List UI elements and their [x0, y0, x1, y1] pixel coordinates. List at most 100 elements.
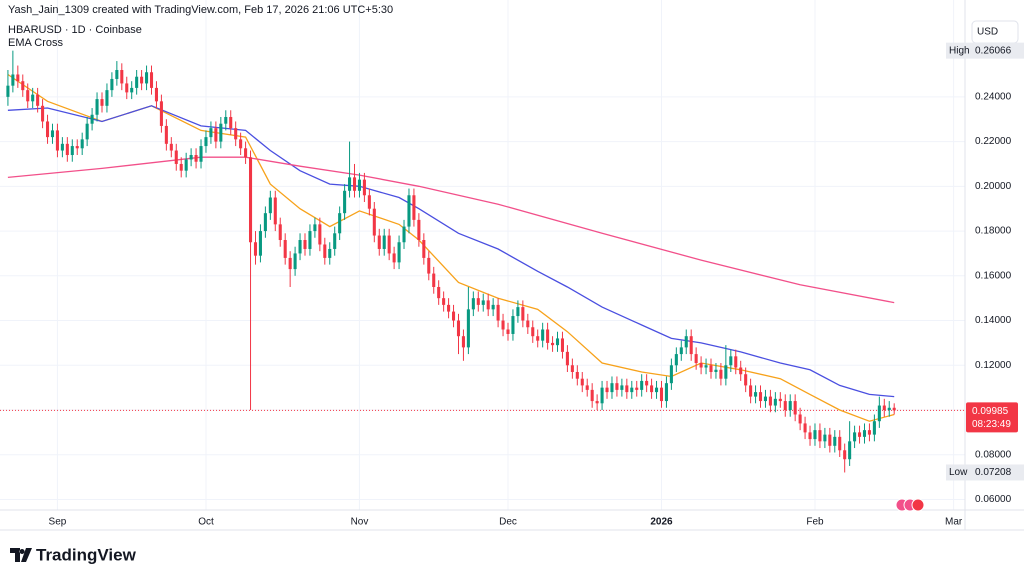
- candle-body: [145, 72, 149, 84]
- candle-body: [659, 387, 664, 402]
- candle-body: [511, 316, 515, 334]
- candle-body: [734, 356, 738, 368]
- candle-body: [338, 213, 342, 234]
- candle-body: [115, 70, 119, 79]
- y-tick-label: 0.18000: [975, 226, 1012, 237]
- candle-body: [333, 233, 337, 249]
- candle-body: [739, 367, 743, 375]
- candle-body: [352, 177, 357, 191]
- candle-body: [590, 389, 594, 402]
- candle-body: [496, 304, 500, 321]
- x-tick-label: Dec: [499, 517, 517, 528]
- candle-body: [531, 327, 535, 337]
- candle-body: [392, 253, 396, 263]
- y-tick-label: 0.06000: [975, 494, 1012, 505]
- candle-body: [486, 300, 490, 310]
- candle-body: [298, 240, 302, 254]
- candle-body: [877, 405, 881, 422]
- candle-body: [154, 87, 158, 102]
- candle-body: [90, 114, 94, 124]
- candle-body: [655, 387, 659, 393]
- y-tick-label: 0.24000: [975, 91, 1012, 102]
- candle-body: [551, 342, 555, 346]
- ema-line: [7, 156, 895, 304]
- candle-body: [674, 354, 678, 366]
- candle-body: [382, 235, 386, 249]
- candle-body: [803, 423, 807, 433]
- candle-body: [694, 354, 698, 364]
- candle-body: [105, 90, 109, 106]
- candle-body: [367, 195, 371, 209]
- candle-body: [466, 309, 470, 348]
- candle-body: [323, 244, 327, 258]
- candle-body: [783, 401, 787, 411]
- candle-body: [709, 365, 713, 372]
- y-tick-label: 0.20000: [975, 181, 1012, 192]
- candle-body: [541, 329, 545, 341]
- currency[interactable]: USD: [977, 27, 998, 38]
- candle-body: [169, 143, 173, 151]
- candle-body: [714, 369, 718, 372]
- candle-body: [402, 226, 406, 243]
- candle-body: [546, 329, 550, 343]
- x-tick-label: Mar: [945, 517, 963, 528]
- candle-body: [645, 380, 649, 386]
- x-tick-label: Oct: [198, 517, 214, 528]
- candle-body: [853, 432, 857, 442]
- high-label-box: [946, 42, 1024, 59]
- candle-body: [268, 197, 272, 214]
- candle-body: [823, 434, 827, 442]
- candle-body: [283, 240, 287, 258]
- ema-line: [7, 105, 895, 398]
- candle-body: [719, 369, 723, 379]
- candle-body: [407, 195, 411, 227]
- candle-body: [387, 235, 391, 254]
- candle-body: [248, 157, 253, 243]
- candle-body: [788, 401, 792, 411]
- candle-body: [50, 130, 55, 138]
- candle-body: [689, 336, 693, 355]
- candle-body: [65, 143, 69, 156]
- candle-body: [476, 298, 480, 305]
- candle-body: [843, 450, 847, 460]
- candle-body: [372, 208, 376, 236]
- candle-body: [848, 441, 852, 460]
- candle-body: [253, 242, 258, 256]
- y-tick-label: 0.14000: [975, 315, 1012, 326]
- candle-body: [70, 146, 74, 156]
- candle-body: [60, 143, 64, 151]
- candle-body: [630, 387, 634, 393]
- candle-body: [6, 85, 10, 97]
- candle-body: [798, 414, 802, 424]
- last-price-box: [966, 402, 1018, 433]
- candle-body: [31, 94, 35, 102]
- candle-body: [749, 385, 753, 397]
- candle-body: [85, 123, 89, 140]
- candle-body: [36, 94, 40, 106]
- candle-body: [664, 383, 668, 402]
- candle-body: [41, 105, 45, 122]
- candle-body: [263, 213, 267, 232]
- candle-body: [234, 128, 238, 140]
- candle-body: [625, 385, 629, 393]
- candle-body: [432, 273, 436, 287]
- candle-body: [744, 374, 748, 386]
- candle-body: [343, 190, 347, 214]
- candle-body: [11, 74, 15, 86]
- candle-body: [501, 320, 505, 330]
- countdown: 08:23:49: [972, 419, 1011, 430]
- candle-body: [159, 101, 163, 126]
- candle-body: [214, 128, 218, 142]
- candle-body: [278, 224, 282, 241]
- candle-body: [318, 224, 322, 245]
- candle-body: [536, 336, 540, 341]
- candle-body: [516, 307, 520, 317]
- high-label: High: [949, 45, 970, 56]
- candle-body: [417, 219, 421, 241]
- indicator: EMA Cross: [8, 37, 64, 49]
- candle-body: [620, 385, 624, 390]
- candle-body: [293, 253, 297, 270]
- candle-body: [120, 70, 124, 84]
- candle-body: [595, 401, 599, 404]
- candle-body: [357, 179, 361, 191]
